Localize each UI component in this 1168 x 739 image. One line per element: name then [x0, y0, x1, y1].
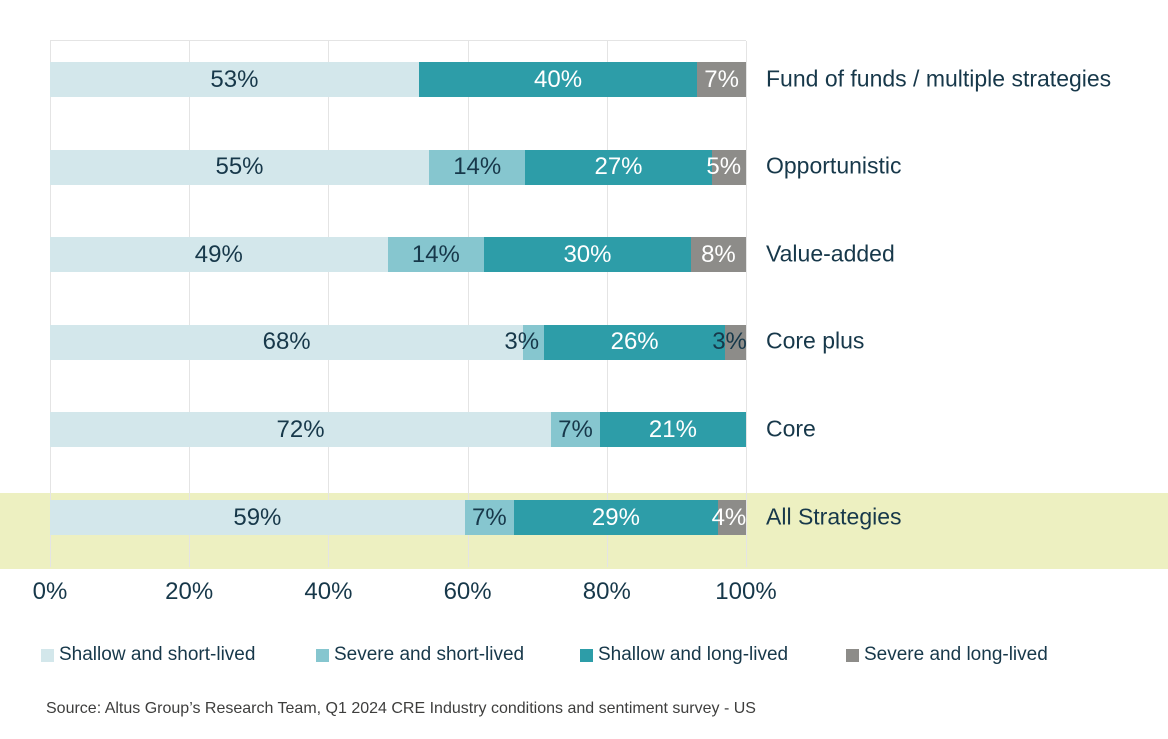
bar-segment: 21%	[599, 412, 746, 448]
category-label: Value-added	[766, 240, 895, 267]
bar-segment: 4%	[712, 500, 746, 535]
x-axis-tick-label: 60%	[443, 578, 492, 605]
bar-segment: 8%	[690, 237, 746, 273]
x-axis-tick-label: 40%	[304, 578, 353, 605]
bar-segment: 3%	[712, 324, 747, 360]
category-label: Core	[766, 415, 816, 442]
category-label: Opportunistic	[766, 152, 902, 179]
gridline-40%	[328, 41, 330, 567]
bar-segment: 3%	[504, 324, 545, 360]
plot-area: 53% 40% 7% 55% 14% 27% 5% 49% 14% 30% 8% 68% 3% 26% 3%…	[50, 40, 747, 567]
gridline-80%	[606, 41, 608, 567]
gridline-100%	[746, 41, 747, 567]
bar-segment: 30%	[484, 237, 691, 273]
bar-segment: 27%	[525, 149, 712, 185]
bar-value-label: 7%	[704, 65, 739, 93]
gridline-20%	[189, 41, 191, 567]
bar-segment: 26%	[544, 324, 726, 360]
category-label: All Strategies	[766, 503, 902, 529]
bar-value-label: 14%	[453, 153, 502, 181]
bar-value-label: 55%	[215, 153, 264, 181]
bar-row: 72% 7% 21%	[50, 412, 746, 448]
legend-item: Shallow and short-lived	[41, 644, 255, 666]
bar-value-label: 3%	[504, 328, 540, 356]
bar-value-label: 68%	[262, 328, 311, 356]
bar-value-label: 14%	[411, 240, 460, 268]
bar-value-label: 26%	[610, 328, 659, 356]
x-axis-tick-label: 80%	[582, 578, 631, 605]
bar-value-label: 72%	[276, 415, 325, 443]
legend-swatch-icon	[316, 648, 329, 662]
bar-row: 68% 3% 26% 3%	[50, 324, 747, 360]
legend-label: Shallow and long-lived	[598, 644, 789, 665]
bar-value-label: 7%	[472, 503, 507, 531]
bar-value-label: 4%	[711, 503, 747, 531]
legend-swatch-icon	[846, 648, 859, 662]
x-axis-tick-label: 100%	[715, 578, 777, 605]
category-label: Fund of funds / multiple strategies	[766, 65, 1112, 91]
legend-item: Severe and short-lived	[316, 644, 524, 666]
bar-segment: 40%	[418, 62, 698, 97]
bar-value-label: 27%	[594, 153, 643, 181]
bar-segment: 72%	[50, 412, 552, 448]
bar-segment: 68%	[50, 324, 524, 360]
bar-segment: 7%	[464, 500, 514, 535]
bar-row: 49% 14% 30% 8%	[50, 237, 746, 273]
bar-segment: 49%	[50, 237, 388, 273]
legend-label: Severe and long-lived	[864, 644, 1048, 665]
bar-segment: 14%	[387, 237, 485, 273]
legend-swatch-icon	[41, 648, 54, 662]
bar-value-label: 8%	[701, 240, 736, 268]
legend-swatch-icon	[580, 648, 593, 662]
bar-value-label: 3%	[712, 328, 747, 356]
legend-item: Shallow and long-lived	[580, 644, 788, 666]
bar-segment: 14%	[429, 149, 526, 185]
bar-value-label: 59%	[233, 503, 282, 531]
bar-value-label: 53%	[210, 65, 259, 93]
legend-label: Severe and short-lived	[334, 644, 525, 665]
bar-segment: 53%	[50, 62, 419, 97]
bar-segment: 59%	[50, 500, 465, 535]
category-label: Core plus	[766, 327, 865, 354]
bar-value-label: 40%	[534, 65, 583, 93]
bar-row: 59% 7% 29% 4%	[50, 500, 746, 535]
x-axis-tick-label: 20%	[165, 578, 214, 605]
bar-value-label: 7%	[558, 415, 593, 443]
bar-segment: 7%	[697, 62, 746, 97]
bar-segment: 55%	[50, 149, 429, 185]
bar-value-label: 29%	[591, 503, 640, 531]
legend-label: Shallow and short-lived	[59, 644, 256, 665]
legend-item: Severe and long-lived	[846, 644, 1048, 666]
gridline-60%	[467, 41, 469, 567]
bar-row: 53% 40% 7%	[50, 62, 746, 97]
gridline-0%	[50, 41, 51, 567]
bar-segment: 5%	[706, 149, 746, 185]
bar-value-label: 21%	[648, 415, 697, 443]
bar-value-label: 49%	[194, 240, 243, 268]
bar-row: 55% 14% 27% 5%	[50, 149, 746, 185]
bar-segment: 7%	[551, 412, 600, 448]
bar-value-label: 30%	[563, 240, 612, 268]
bar-segment: 29%	[513, 500, 718, 535]
bar-value-label: 5%	[706, 153, 742, 181]
source-note: Source: Altus Group’s Research Team, Q1 …	[46, 700, 756, 717]
x-axis-tick-label: 0%	[32, 578, 68, 605]
